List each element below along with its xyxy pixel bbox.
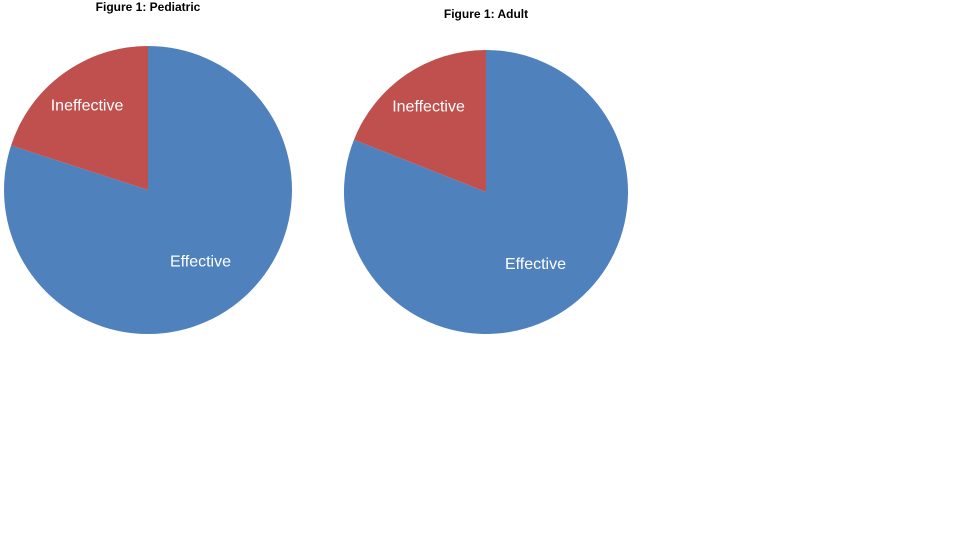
adult-slice-ineffective [353, 50, 486, 192]
pediatric-label-ineffective: Ineffective [51, 97, 124, 114]
adult-chart-title: Figure 1: Adult [443, 7, 529, 21]
adult-pie-chart: Effective Ineffective [343, 50, 628, 334]
pediatric-chart-title: Figure 1: Pediatric [95, 0, 201, 14]
adult-slice-effective [343, 50, 628, 334]
adult-label-ineffective: Ineffective [392, 99, 465, 116]
pediatric-label-effective: Effective [170, 253, 231, 270]
pediatric-slice-ineffective [11, 46, 148, 190]
adult-label-effective: Effective [505, 256, 566, 273]
pediatric-pie-chart: Effective Ineffective [4, 46, 293, 335]
pediatric-slice-effective [4, 46, 293, 335]
